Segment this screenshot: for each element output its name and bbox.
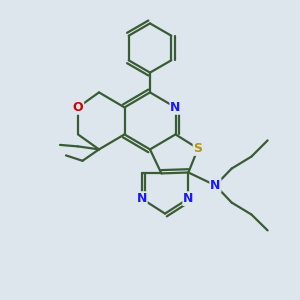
- Text: N: N: [210, 179, 220, 192]
- Text: O: O: [73, 101, 83, 114]
- Text: N: N: [183, 192, 194, 205]
- Text: S: S: [194, 142, 202, 155]
- Text: N: N: [136, 192, 147, 205]
- Text: N: N: [170, 101, 181, 114]
